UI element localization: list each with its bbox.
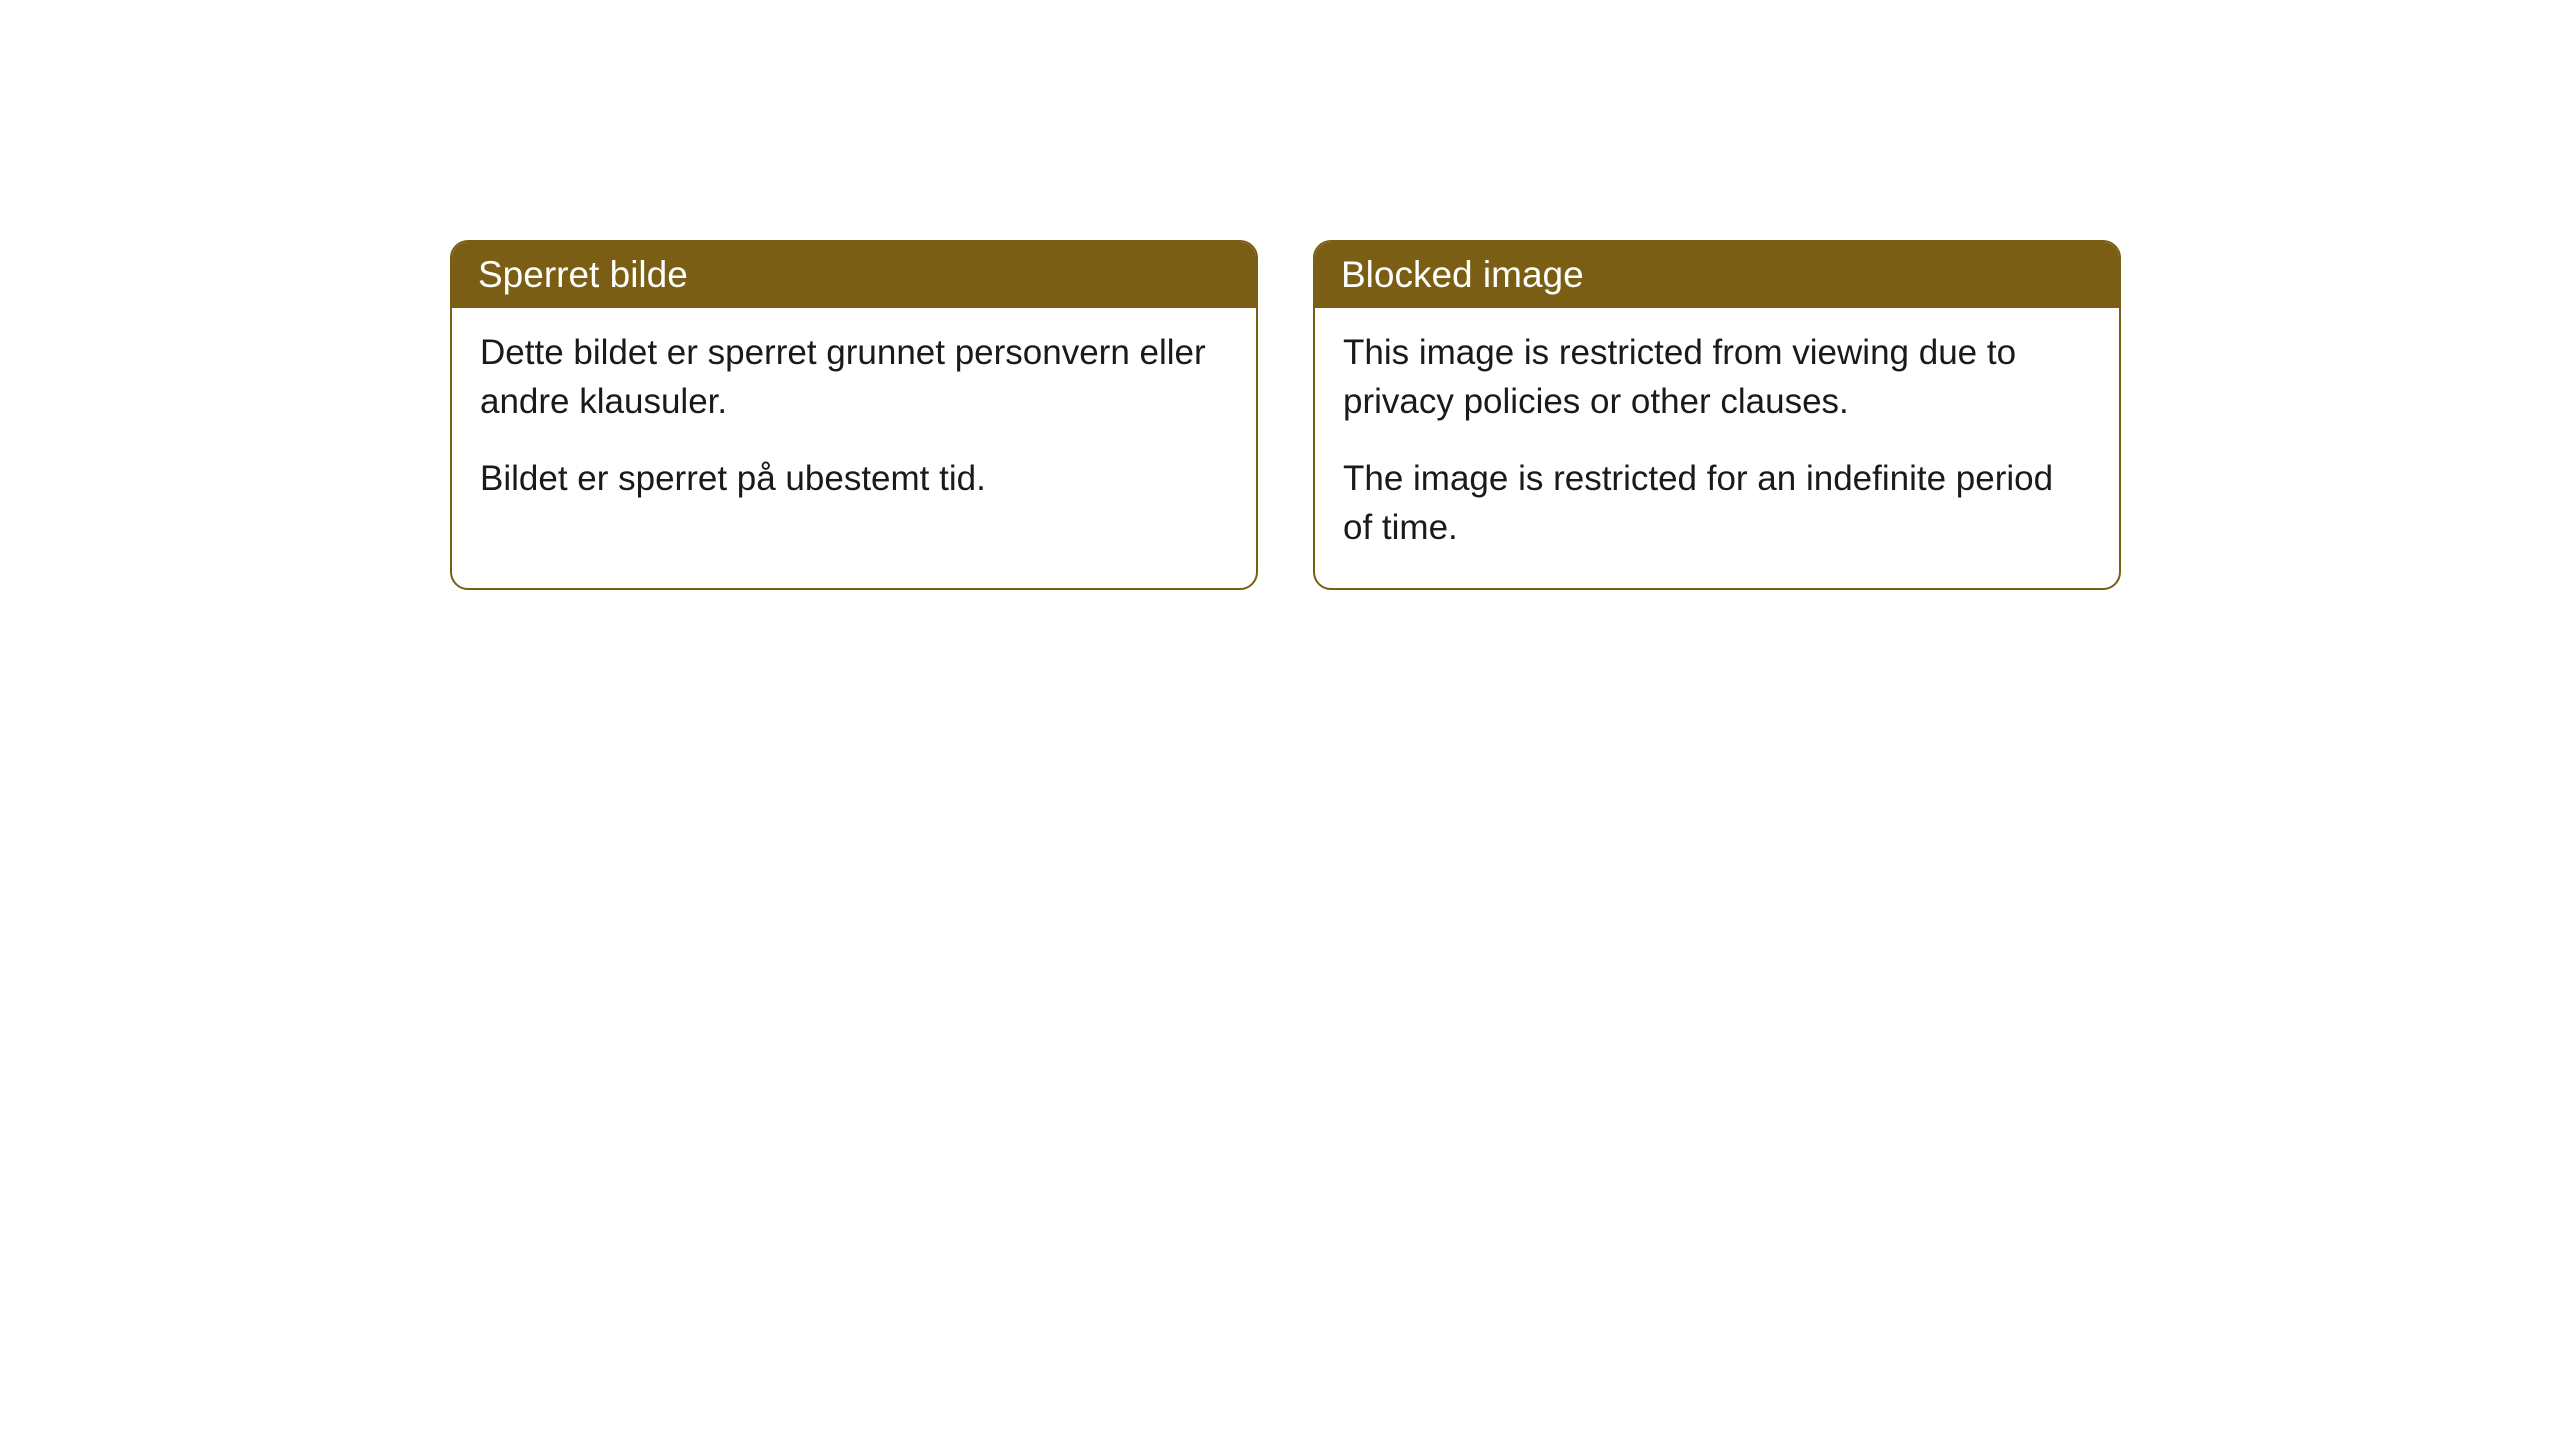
notice-card-english: Blocked image This image is restricted f… [1313, 240, 2121, 590]
notice-card-norwegian: Sperret bilde Dette bildet er sperret gr… [450, 240, 1258, 590]
card-body: Dette bildet er sperret grunnet personve… [452, 308, 1256, 539]
notice-container: Sperret bilde Dette bildet er sperret gr… [450, 240, 2121, 590]
card-title: Sperret bilde [478, 254, 688, 295]
card-header: Sperret bilde [452, 242, 1256, 308]
card-paragraph: The image is restricted for an indefinit… [1343, 454, 2091, 552]
card-title: Blocked image [1341, 254, 1584, 295]
card-paragraph: Bildet er sperret på ubestemt tid. [480, 454, 1228, 503]
card-paragraph: This image is restricted from viewing du… [1343, 328, 2091, 426]
card-header: Blocked image [1315, 242, 2119, 308]
card-body: This image is restricted from viewing du… [1315, 308, 2119, 588]
card-paragraph: Dette bildet er sperret grunnet personve… [480, 328, 1228, 426]
